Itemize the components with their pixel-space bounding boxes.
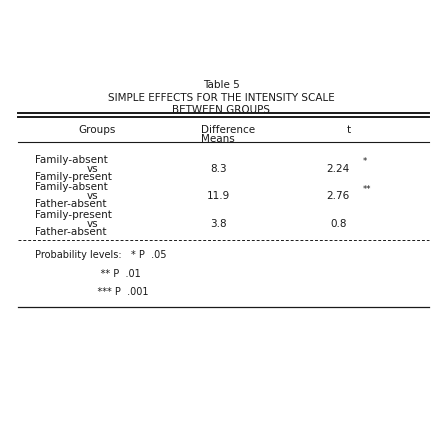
Text: BETWEEN GROUPS: BETWEEN GROUPS xyxy=(172,105,270,114)
Text: Father-absent: Father-absent xyxy=(35,199,107,209)
Text: *: * xyxy=(362,157,367,166)
Text: 0.8: 0.8 xyxy=(330,219,347,229)
Text: Difference: Difference xyxy=(201,125,255,134)
Text: vs: vs xyxy=(86,219,98,229)
Text: vs: vs xyxy=(86,191,98,201)
Text: Table 5: Table 5 xyxy=(202,80,240,90)
Text: Family-present: Family-present xyxy=(35,172,112,182)
Text: Family-absent: Family-absent xyxy=(35,182,108,192)
Text: Family-present: Family-present xyxy=(35,210,112,220)
Text: Family-absent: Family-absent xyxy=(35,155,108,165)
Text: Father-absent: Father-absent xyxy=(35,227,107,237)
Text: Probability levels:   * P  .05: Probability levels: * P .05 xyxy=(35,250,167,260)
Text: Means: Means xyxy=(201,134,235,143)
Text: vs: vs xyxy=(86,164,98,174)
Text: ** P  .01: ** P .01 xyxy=(35,269,141,279)
Text: **: ** xyxy=(362,185,371,194)
Text: 2.76: 2.76 xyxy=(327,191,350,201)
Text: *** P  .001: *** P .001 xyxy=(35,287,149,297)
Text: Groups: Groups xyxy=(79,125,116,134)
Text: t: t xyxy=(347,125,351,134)
Text: 2.24: 2.24 xyxy=(327,164,350,174)
Text: SIMPLE EFFECTS FOR THE INTENSITY SCALE: SIMPLE EFFECTS FOR THE INTENSITY SCALE xyxy=(107,93,335,103)
Text: 11.9: 11.9 xyxy=(207,191,230,201)
Text: 8.3: 8.3 xyxy=(210,164,227,174)
Text: 3.8: 3.8 xyxy=(210,219,227,229)
